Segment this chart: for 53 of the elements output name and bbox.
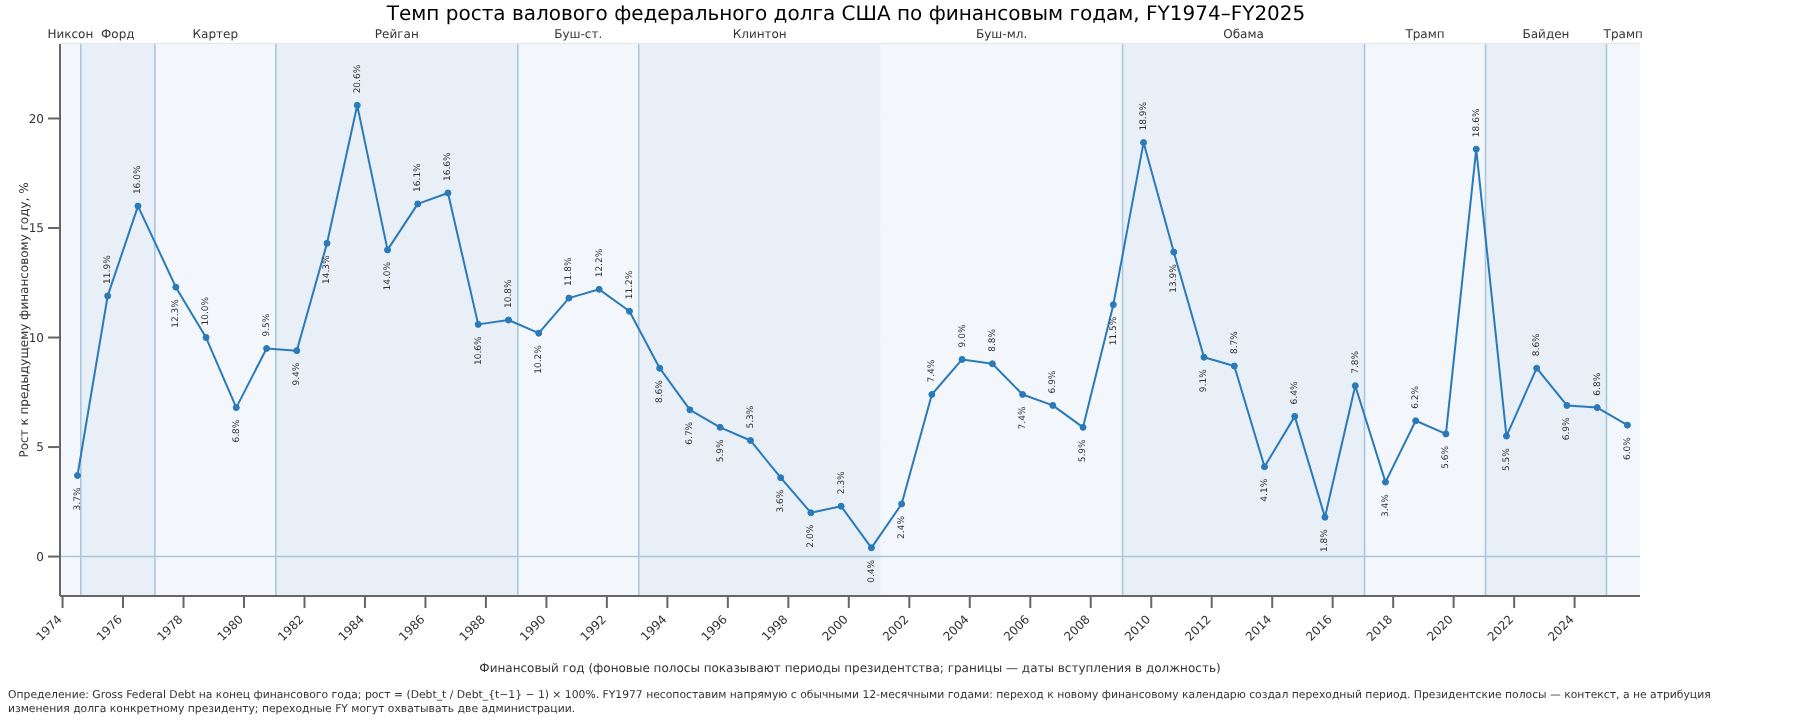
point: [1593, 404, 1601, 412]
point: [746, 436, 754, 444]
point: [134, 202, 142, 210]
point: [898, 500, 906, 508]
point: [1140, 139, 1148, 147]
point: [232, 404, 240, 412]
point: [1563, 401, 1571, 409]
point: [384, 246, 392, 254]
point: [1170, 248, 1178, 256]
chart-title: Темп роста валового федерального долга США по финансовым годам, FY1974–FY2025: [384, 4, 1308, 26]
point: [716, 423, 724, 431]
point: [1019, 390, 1027, 398]
point: [444, 189, 452, 197]
point: [867, 544, 875, 552]
point: [474, 320, 482, 328]
point: [807, 509, 815, 517]
point: [1079, 423, 1087, 431]
point: [1351, 382, 1359, 390]
point: [625, 307, 633, 315]
point: [656, 364, 664, 372]
point: [565, 294, 573, 302]
point: [1291, 412, 1299, 420]
point: [263, 344, 271, 352]
point: [1261, 463, 1269, 471]
point: [595, 285, 603, 293]
point: [293, 347, 301, 355]
point: [1230, 362, 1238, 370]
point: [1381, 478, 1389, 486]
point: [1200, 353, 1208, 361]
point: [353, 101, 361, 109]
point: [1412, 417, 1420, 425]
point: [1502, 432, 1510, 440]
point: [958, 355, 966, 363]
point: [535, 329, 543, 337]
point: [988, 360, 996, 368]
point: [928, 390, 936, 398]
point: [505, 316, 513, 324]
point: [686, 406, 694, 414]
point: [1533, 364, 1541, 372]
point: [104, 292, 112, 300]
point: [323, 239, 331, 247]
point: [1109, 301, 1117, 309]
point: [777, 474, 785, 482]
point: [1623, 421, 1631, 429]
point: [1321, 513, 1329, 521]
point: [73, 472, 81, 480]
point: [414, 200, 422, 208]
point: [202, 334, 210, 342]
point: [837, 502, 845, 510]
point: [1049, 401, 1057, 409]
point: [1442, 430, 1450, 438]
point: [172, 283, 180, 291]
point: [1472, 145, 1480, 153]
